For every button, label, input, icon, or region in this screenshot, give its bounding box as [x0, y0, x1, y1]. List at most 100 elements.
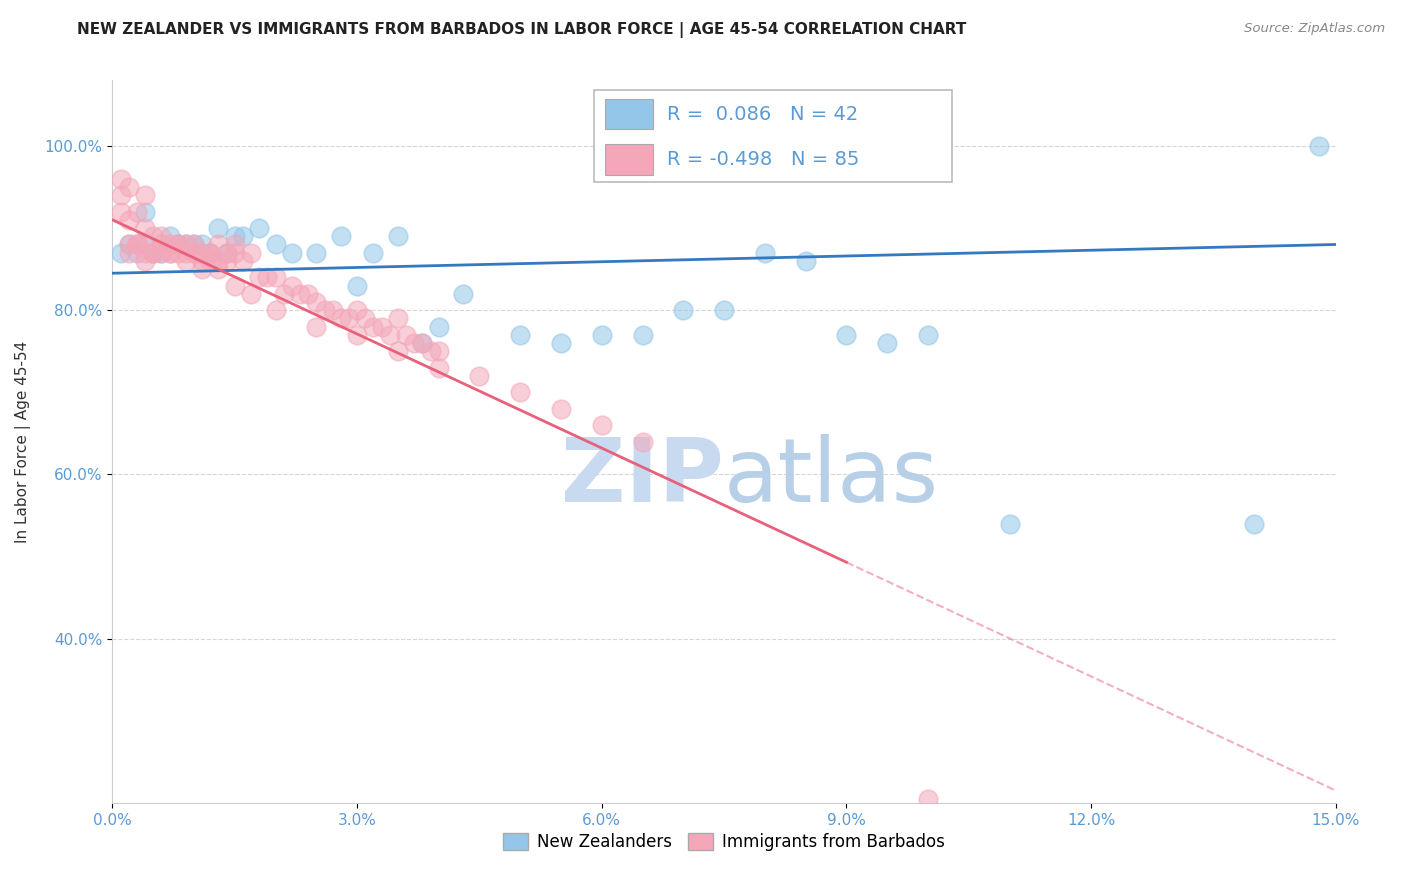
Point [207, 221, 229, 235]
Point [247, 221, 270, 235]
Point [378, 327, 401, 342]
Point [427, 360, 450, 375]
Point [142, 245, 165, 260]
Point [1243, 516, 1265, 531]
Point [240, 245, 263, 260]
Point [794, 253, 817, 268]
Point [346, 303, 368, 318]
Point [387, 229, 409, 244]
Point [273, 286, 295, 301]
Point [917, 791, 939, 805]
Point [297, 286, 319, 301]
Point [183, 245, 205, 260]
Point [159, 237, 181, 252]
Point [305, 245, 328, 260]
Point [314, 303, 336, 318]
Point [240, 286, 263, 301]
Point [370, 319, 392, 334]
Point [134, 204, 156, 219]
Point [207, 253, 229, 268]
Point [166, 237, 188, 252]
Point [232, 253, 254, 268]
Point [118, 212, 141, 227]
Point [118, 237, 141, 252]
Point [404, 336, 426, 351]
Point [411, 336, 433, 351]
Point [427, 344, 450, 359]
Y-axis label: In Labor Force | Age 45-54: In Labor Force | Age 45-54 [15, 341, 31, 542]
Point [550, 401, 572, 416]
Point [288, 286, 311, 301]
Point [166, 245, 188, 260]
Point [305, 319, 328, 334]
Point [191, 245, 214, 260]
Point [427, 319, 450, 334]
Point [346, 327, 368, 342]
Point [166, 237, 188, 252]
Point [232, 229, 254, 244]
Point [150, 237, 173, 252]
Bar [605, 145, 652, 176]
Point [118, 245, 141, 260]
Point [224, 245, 246, 260]
Point [468, 368, 491, 383]
Point [322, 303, 344, 318]
Point [174, 253, 197, 268]
Point [118, 237, 141, 252]
Point [451, 286, 474, 301]
Point [183, 237, 205, 252]
Point [998, 516, 1021, 531]
Text: R =  0.086   N = 42: R = 0.086 N = 42 [668, 105, 859, 124]
Point [917, 327, 939, 342]
Point [142, 229, 165, 244]
Point [200, 245, 222, 260]
Point [134, 221, 156, 235]
Point [200, 245, 222, 260]
Point [387, 344, 409, 359]
Legend: New Zealanders, Immigrants from Barbados: New Zealanders, Immigrants from Barbados [495, 825, 953, 860]
Point [110, 188, 132, 202]
Point [835, 327, 858, 342]
Point [191, 262, 214, 277]
Point [281, 245, 304, 260]
Point [224, 229, 246, 244]
Point [224, 278, 246, 293]
Point [876, 336, 898, 351]
Point [509, 327, 531, 342]
Point [110, 245, 132, 260]
Point [264, 270, 287, 285]
Point [305, 295, 328, 310]
Point [281, 278, 304, 293]
Bar [605, 98, 652, 129]
Point [125, 237, 148, 252]
Point [174, 237, 197, 252]
Point [159, 245, 181, 260]
Point [174, 237, 197, 252]
Point [713, 303, 735, 318]
Point [183, 245, 205, 260]
Text: ZIP: ZIP [561, 434, 724, 521]
Point [395, 327, 418, 342]
Point [125, 237, 148, 252]
Text: Source: ZipAtlas.com: Source: ZipAtlas.com [1244, 22, 1385, 36]
Point [125, 245, 148, 260]
Point [264, 237, 287, 252]
Point [354, 311, 377, 326]
Point [215, 245, 238, 260]
FancyBboxPatch shape [595, 90, 952, 182]
Point [264, 303, 287, 318]
Point [134, 237, 156, 252]
Point [150, 229, 173, 244]
Point [591, 418, 613, 433]
Point [110, 171, 132, 186]
Point [207, 262, 229, 277]
Point [142, 245, 165, 260]
Point [166, 237, 188, 252]
Point [200, 253, 222, 268]
Point [363, 319, 385, 334]
Point [411, 336, 433, 351]
Point [256, 270, 278, 285]
Text: atlas: atlas [724, 434, 939, 521]
Point [159, 245, 181, 260]
Point [183, 237, 205, 252]
